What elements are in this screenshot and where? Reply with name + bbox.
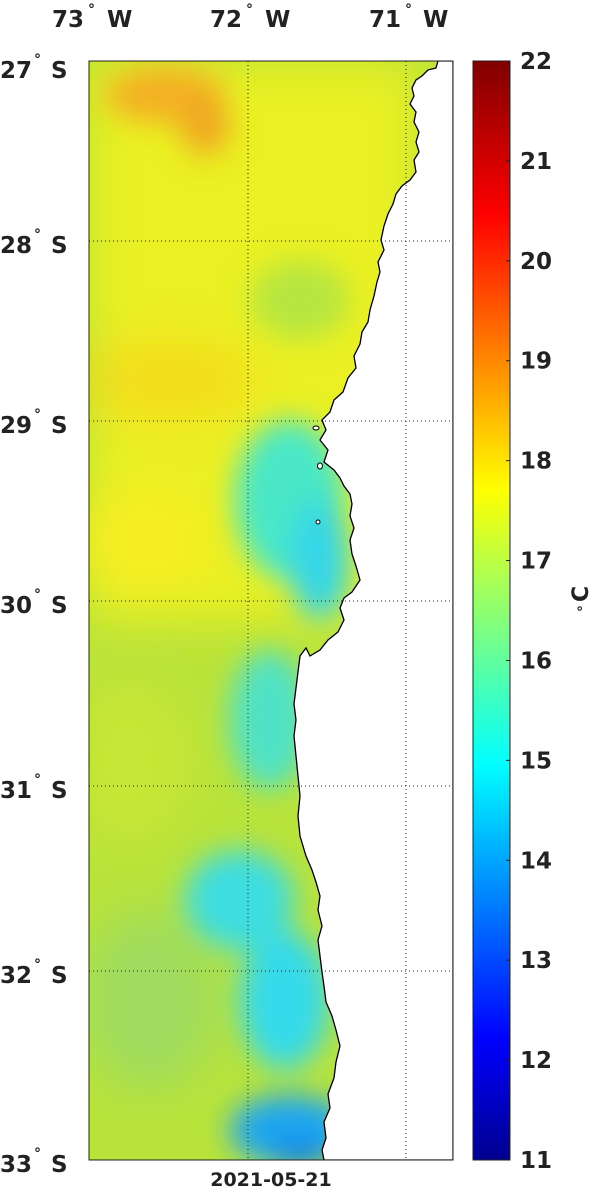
lat-hemi-27: S bbox=[51, 58, 68, 84]
islands bbox=[312, 425, 323, 525]
lon-label-71: 71 bbox=[369, 7, 401, 33]
colorbar-tick-label: 17 bbox=[520, 549, 552, 575]
colorbar-tick-label: 12 bbox=[520, 1048, 552, 1074]
colorbar-gradient bbox=[472, 60, 511, 1161]
latitude-labels: 27 ° S 28 ° S 29 ° S 30 ° S 31 ° S 32 ° … bbox=[0, 52, 68, 1178]
lat-label-29: 29 bbox=[0, 413, 32, 439]
graticule bbox=[89, 61, 453, 1160]
lat-degree-29: ° bbox=[34, 407, 41, 423]
lon-degree-73: ° bbox=[88, 2, 95, 18]
lat-degree-28: ° bbox=[34, 227, 41, 243]
lat-degree-27: ° bbox=[34, 52, 41, 68]
lat-hemi-33: S bbox=[51, 1152, 68, 1178]
lat-hemi-30: S bbox=[51, 593, 68, 619]
colorbar-tick-label: 22 bbox=[520, 49, 552, 75]
colorbar-tick-label: 20 bbox=[520, 249, 552, 275]
colorbar-unit-letter: C bbox=[569, 586, 593, 602]
lat-hemi-32: S bbox=[51, 963, 68, 989]
colorbar-tick-label: 15 bbox=[520, 748, 552, 774]
lat-hemi-31: S bbox=[51, 778, 68, 804]
colorbar: 22 21 20 19 18 17 16 15 14 13 12 11 ° C bbox=[472, 49, 593, 1174]
colorbar-unit-degree: ° bbox=[576, 605, 592, 612]
lon-degree-71: ° bbox=[405, 2, 412, 18]
lon-degree-72: ° bbox=[246, 2, 253, 18]
date-label: 2021-05-21 bbox=[210, 1169, 332, 1188]
colorbar-tick-label: 13 bbox=[520, 948, 552, 974]
lon-label-73: 73 bbox=[52, 7, 84, 33]
map-frame bbox=[88, 60, 454, 1161]
lat-label-27: 27 bbox=[0, 58, 32, 84]
lat-degree-30: ° bbox=[34, 587, 41, 603]
lon-hemi-71: W bbox=[423, 7, 448, 33]
lon-label-72: 72 bbox=[210, 7, 242, 33]
colorbar-tick-label: 16 bbox=[520, 648, 552, 674]
colorbar-tick-label: 11 bbox=[520, 1148, 552, 1174]
lon-hemi-73: W bbox=[107, 7, 132, 33]
colorbar-tick-label: 18 bbox=[520, 449, 552, 475]
lat-label-31: 31 bbox=[0, 778, 32, 804]
lat-label-28: 28 bbox=[0, 233, 32, 259]
lat-hemi-28: S bbox=[51, 233, 68, 259]
lat-hemi-29: S bbox=[51, 413, 68, 439]
lat-label-32: 32 bbox=[0, 963, 32, 989]
longitude-labels: 73 ° W 72 ° W 71 ° W bbox=[52, 2, 448, 33]
lat-degree-33: ° bbox=[34, 1146, 41, 1162]
lon-hemi-72: W bbox=[265, 7, 290, 33]
land-chile bbox=[293, 61, 453, 1160]
lat-label-33: 33 bbox=[0, 1152, 32, 1178]
colorbar-ticks: 22 21 20 19 18 17 16 15 14 13 12 11 bbox=[506, 49, 552, 1174]
colorbar-tick-label: 14 bbox=[520, 848, 552, 874]
lat-label-30: 30 bbox=[0, 593, 32, 619]
lat-degree-31: ° bbox=[34, 772, 41, 788]
colorbar-tick-label: 19 bbox=[520, 349, 552, 375]
lat-degree-32: ° bbox=[34, 957, 41, 973]
colorbar-tick-label: 21 bbox=[520, 149, 552, 175]
